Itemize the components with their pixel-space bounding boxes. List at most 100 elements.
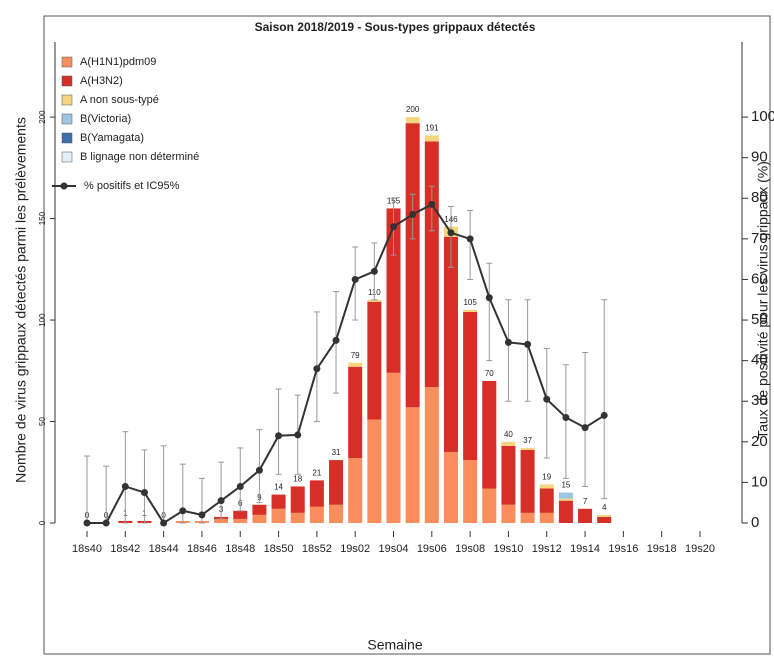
bar-segment [252, 514, 267, 523]
y2-tick-label: 100 [751, 108, 774, 125]
bar-segment [348, 366, 363, 459]
y2-axis-label: Taux de positivité pour les virus grippa… [755, 161, 771, 439]
x-tick-label: 19s06 [417, 543, 447, 555]
legend-label: A(H1N1)pdm09 [80, 56, 156, 68]
bar-segment [501, 441, 516, 446]
bar-segment [520, 447, 535, 450]
bar-segment [290, 486, 305, 513]
line-point [160, 519, 168, 527]
bar-segment [597, 516, 612, 523]
line-point [140, 489, 148, 497]
total-label: 19 [542, 473, 551, 482]
total-label: 7 [583, 497, 588, 506]
x-tick-label: 19s20 [685, 543, 715, 555]
bar-segment [597, 514, 612, 517]
y-tick-label: 100 [38, 313, 47, 327]
total-label: 191 [425, 123, 439, 132]
x-tick-label: 19s10 [493, 543, 523, 555]
y2-tick-label: 60 [751, 270, 768, 287]
y2-tick-label: 0 [751, 514, 759, 531]
x-tick-label: 19s12 [532, 543, 562, 555]
x-tick-label: 18s52 [302, 543, 332, 555]
total-label: 15 [561, 481, 570, 490]
x-tick-label: 18s40 [72, 543, 102, 555]
line-point [179, 507, 187, 515]
line-point [198, 511, 206, 519]
x-tick-label: 18s46 [187, 543, 217, 555]
line-point [485, 294, 493, 302]
bar-segment [539, 512, 554, 523]
frame [43, 15, 771, 655]
bar-segment [463, 311, 478, 461]
bar-segment [309, 480, 324, 507]
line-point [581, 424, 589, 432]
legend-label: % positifs et IC95% [84, 180, 180, 192]
line-point [255, 466, 263, 474]
y2-tick-label: 20 [751, 433, 768, 450]
bar-segment [482, 488, 497, 523]
bar-segment [405, 117, 420, 124]
bar-segment [558, 500, 573, 523]
bar-segment [520, 449, 535, 513]
x-tick-label: 18s50 [264, 543, 294, 555]
line-point [466, 235, 474, 243]
total-label: 14 [274, 483, 283, 492]
bar-segment [424, 135, 439, 142]
line-point [524, 340, 532, 348]
y-tick-label: 0 [38, 520, 47, 525]
line-point [370, 267, 378, 275]
bar-segment [367, 301, 382, 420]
y2-tick-label: 90 [751, 149, 768, 166]
bar-segment [501, 504, 516, 523]
x-tick-label: 19s18 [647, 543, 677, 555]
line-point [390, 223, 397, 231]
bar-segment [443, 236, 458, 452]
bar-segment [463, 460, 478, 523]
x-tick-label: 19s14 [570, 543, 600, 555]
y2-tick-label: 10 [751, 473, 768, 490]
bar-segment [367, 299, 382, 302]
bar-segment [348, 362, 363, 367]
bar-segment [482, 380, 497, 489]
y2-tick-label: 80 [751, 189, 768, 206]
chart-title: Saison 2018/2019 - Sous-types grippaux d… [255, 20, 536, 34]
line-point [504, 338, 512, 346]
y2-tick-label: 70 [751, 230, 768, 247]
bar-segment [501, 445, 516, 505]
total-label: 105 [463, 298, 477, 307]
x-tick-label: 19s08 [455, 543, 485, 555]
bar-segment [233, 518, 248, 523]
bar-segment [329, 460, 344, 505]
legend-label: B(Yamagata) [80, 132, 144, 144]
line-point [121, 482, 129, 490]
line-point [409, 211, 417, 219]
line [87, 203, 605, 525]
bar-segment [558, 492, 573, 499]
y-tick-label: 50 [38, 417, 47, 426]
x-tick-label: 18s42 [110, 543, 140, 555]
legend-swatch [61, 113, 73, 125]
bar-segment [539, 488, 554, 513]
y-tick-label: 150 [38, 211, 47, 225]
line-point [217, 497, 225, 505]
x-tick-label: 18s44 [149, 543, 179, 555]
legend-marker [60, 182, 68, 190]
legend-swatch [61, 151, 73, 163]
bar-segment [386, 372, 401, 523]
x-tick-label: 18s48 [225, 543, 255, 555]
total-label: 31 [332, 448, 341, 457]
bar-segment [463, 309, 478, 312]
line-point [275, 432, 283, 440]
bar-segment [271, 494, 286, 509]
line-point [600, 411, 608, 419]
legend-label: B(Victoria) [80, 113, 131, 125]
legend-swatch [61, 56, 73, 68]
legend-label: A non sous-typé [80, 94, 159, 106]
line-point [351, 275, 359, 283]
bar-segment [233, 510, 248, 519]
line-point [83, 519, 91, 527]
total-label: 21 [312, 468, 321, 477]
line-point [102, 519, 110, 527]
